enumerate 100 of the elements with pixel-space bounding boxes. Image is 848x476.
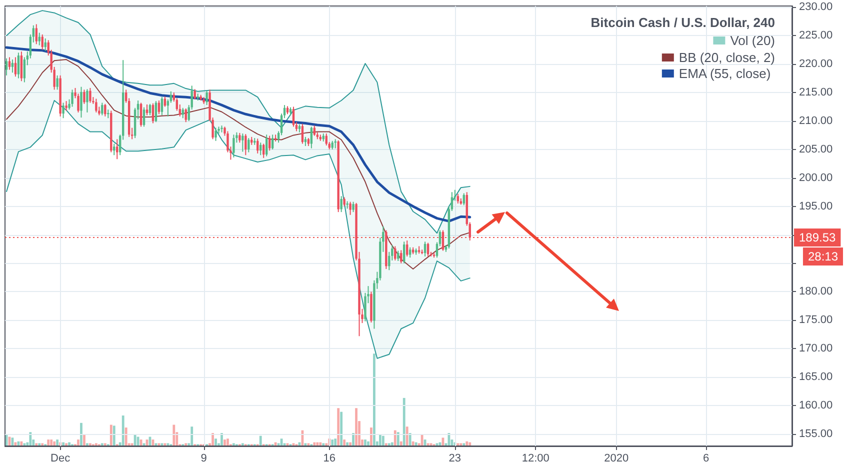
bar	[408, 433, 412, 446]
x-tick-label: 6	[702, 452, 710, 464]
candlestick	[62, 102, 64, 119]
candlestick	[232, 134, 235, 158]
x-tick-label: 23	[448, 452, 462, 464]
candlestick	[160, 96, 164, 116]
bar	[56, 440, 59, 446]
candlestick	[238, 132, 241, 144]
candlestick	[403, 241, 406, 264]
candlestick	[352, 201, 354, 213]
bar	[396, 432, 400, 446]
y-tick-label: 225.00	[799, 30, 833, 42]
bar	[80, 422, 82, 446]
bar	[214, 438, 217, 446]
bar	[232, 443, 235, 446]
candlestick	[101, 102, 104, 116]
bar	[94, 443, 98, 446]
candlestick	[65, 100, 68, 112]
bar	[364, 440, 366, 446]
y-tick-label: 220.00	[799, 58, 833, 70]
x-tick-label: Dec	[50, 452, 71, 464]
candlestick	[462, 192, 465, 206]
y-tick-label: 215.00	[799, 86, 833, 99]
line-series	[6, 59, 470, 270]
candlestick	[89, 87, 92, 104]
legend-label: EMA (55, close)	[678, 66, 771, 81]
candlestick	[154, 100, 158, 123]
candlestick	[104, 103, 106, 117]
text: Bitcoin Cash / U.S. Dollar, 240	[590, 15, 776, 30]
bar	[124, 428, 128, 446]
bar	[130, 443, 134, 446]
bar	[367, 441, 370, 446]
candlestick	[244, 134, 247, 156]
bar	[460, 443, 462, 446]
bar	[100, 443, 104, 446]
candlestick	[400, 250, 402, 264]
candlestick	[268, 135, 271, 152]
bar	[224, 440, 226, 446]
bar	[241, 443, 244, 446]
candlestick	[80, 86, 82, 118]
bar	[307, 443, 310, 446]
candlestick	[304, 136, 307, 147]
bar	[322, 443, 325, 446]
y-tick-label: 180.00	[799, 286, 833, 298]
bar	[20, 441, 23, 446]
bar	[104, 443, 106, 446]
y-tick-label: 200.00	[799, 172, 833, 184]
bar	[212, 433, 214, 446]
candlestick	[8, 56, 11, 70]
x-tick-label: 9	[200, 452, 207, 464]
candlestick	[142, 106, 146, 128]
bar	[112, 426, 116, 446]
bar	[448, 433, 450, 446]
bar	[331, 440, 334, 446]
bar	[370, 428, 372, 446]
bar	[83, 434, 86, 446]
candlestick	[17, 52, 20, 79]
candlestick	[116, 138, 118, 160]
bar	[38, 443, 41, 446]
candlestick	[340, 196, 342, 213]
bar	[400, 441, 402, 446]
candlestick	[56, 74, 58, 90]
candlestick	[35, 24, 38, 45]
candlestick	[95, 98, 98, 113]
bar	[29, 432, 32, 446]
bar	[41, 443, 44, 446]
bar	[86, 443, 88, 446]
y-tick-label: 165.00	[799, 371, 833, 384]
candlestick	[83, 89, 86, 104]
candlestick	[11, 59, 14, 74]
bar	[373, 354, 376, 446]
y-tick-label: 155.00	[799, 428, 833, 440]
bar	[226, 438, 229, 446]
candlestick	[206, 90, 208, 106]
bar	[166, 443, 170, 446]
ref-line-label: 189.53	[799, 230, 836, 244]
bar	[190, 426, 194, 446]
candlestick	[86, 88, 88, 113]
bar	[412, 441, 414, 446]
bar	[184, 443, 188, 446]
candlestick	[301, 123, 304, 144]
y-tick-label: 205.00	[799, 143, 833, 156]
candlestick	[242, 133, 244, 152]
candlestick	[158, 100, 160, 115]
candlestick	[194, 88, 196, 100]
bar	[334, 438, 337, 446]
bar	[89, 443, 92, 446]
bar	[110, 424, 112, 446]
candlestick	[14, 56, 17, 78]
bar	[164, 443, 166, 446]
candlestick	[265, 134, 268, 157]
y-tick-label: 230.00	[799, 1, 833, 14]
candlestick	[148, 103, 152, 116]
line-series	[6, 100, 470, 359]
bar	[23, 443, 26, 446]
candlestick	[214, 127, 217, 142]
bar	[384, 443, 388, 446]
candlestick	[271, 134, 274, 150]
bar	[388, 443, 390, 446]
candlestick	[71, 89, 74, 108]
